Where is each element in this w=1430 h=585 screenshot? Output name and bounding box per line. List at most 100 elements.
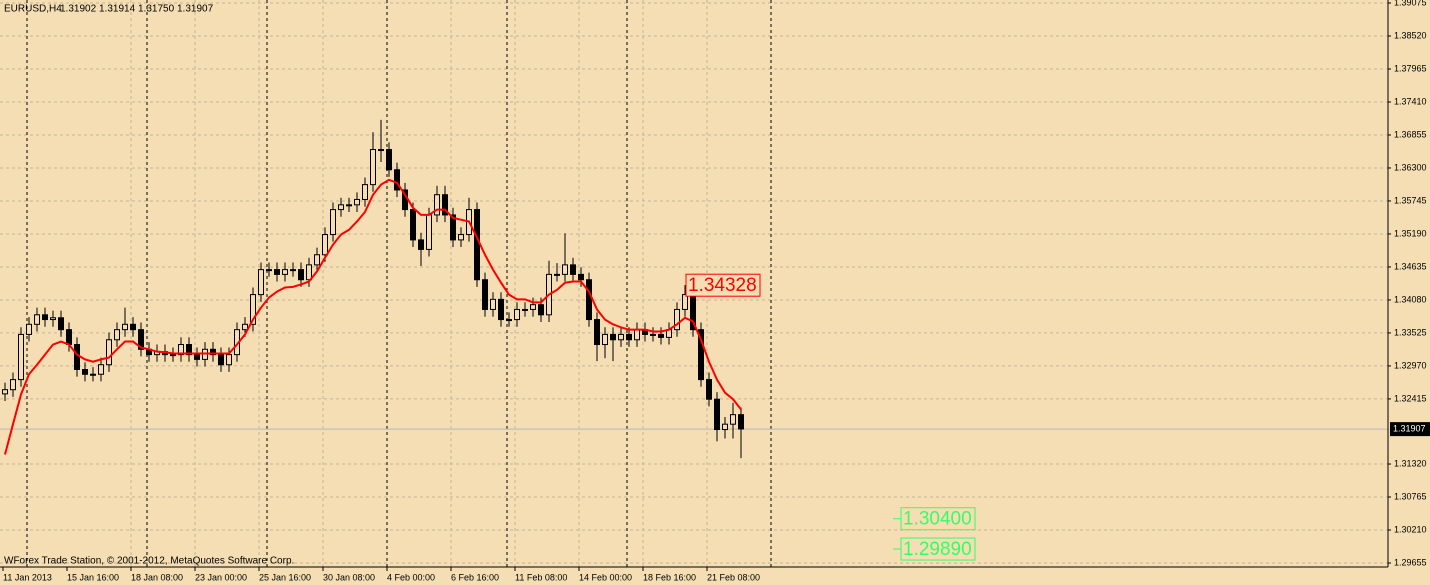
candle-body <box>610 333 616 341</box>
candle-body <box>674 308 680 331</box>
candle-body <box>74 344 80 370</box>
plot <box>2 119 744 459</box>
candle-body <box>706 379 712 400</box>
candle-body <box>482 279 488 310</box>
candle-body <box>314 254 320 266</box>
candle-body <box>66 329 72 346</box>
price-label: 1.29890 <box>903 539 972 560</box>
price-label-box <box>900 507 976 531</box>
y-tick-label: 1.36855 <box>1394 129 1427 139</box>
candle-body <box>274 269 280 275</box>
candle-body <box>626 333 632 341</box>
candle-body <box>290 269 296 272</box>
y-tick-label: 1.36300 <box>1394 162 1427 172</box>
candle-body <box>586 279 592 321</box>
x-tick-label: 18 Jan 08:00 <box>131 572 183 582</box>
y-tick-label: 1.32970 <box>1394 360 1427 370</box>
current-price-label: 1.31907 <box>1393 423 1426 433</box>
candle-body <box>434 194 440 216</box>
candle-body <box>698 329 704 381</box>
candle-body <box>618 333 624 341</box>
y-tick-label: 1.35190 <box>1394 228 1427 238</box>
candle-body <box>682 294 688 310</box>
y-tick-label: 1.30765 <box>1394 491 1427 501</box>
moving-average <box>4 178 742 455</box>
price-label: 1.30400 <box>903 509 972 530</box>
candle-body <box>650 333 656 336</box>
candle-body <box>250 294 256 325</box>
last-bar-value: 1.31907 <box>177 4 214 15</box>
y-tick-label: 1.37410 <box>1394 96 1427 106</box>
y-tick-label: 1.29655 <box>1394 557 1427 567</box>
candle-body <box>298 269 304 281</box>
candle-body <box>394 169 400 191</box>
candle-body <box>210 348 216 356</box>
current-price-box <box>1390 422 1430 437</box>
candle-body <box>722 423 728 431</box>
candle-body <box>490 298 496 310</box>
candle-body <box>658 333 664 338</box>
candle-body <box>450 214 456 241</box>
x-tick-label: 14 Feb 00:00 <box>579 572 632 582</box>
candle-body <box>714 398 720 431</box>
price-label-box <box>685 273 761 297</box>
candle-body <box>178 344 184 356</box>
candle-body <box>474 209 480 281</box>
y-tick-label: 1.38520 <box>1394 30 1427 40</box>
candle-body <box>442 194 448 216</box>
last-bar-value: 1.31902 <box>60 4 97 15</box>
candle-body <box>282 269 288 275</box>
candle-body <box>506 319 512 322</box>
candle-body <box>362 184 368 200</box>
candle-body <box>138 329 144 350</box>
candle-body <box>370 149 376 186</box>
candle-body <box>106 339 112 366</box>
last-bar-value: 1.31914 <box>99 4 136 15</box>
candle-body <box>514 308 520 321</box>
candle-body <box>266 269 272 272</box>
candle-body <box>418 239 424 250</box>
price-label: 1.34328 <box>688 275 757 296</box>
candle-body <box>554 273 560 276</box>
x-tick-label: 11 Jan 2013 <box>3 572 52 582</box>
y-tick-label: 1.33525 <box>1394 327 1427 337</box>
candle-body <box>354 198 360 206</box>
candle-body <box>346 204 352 207</box>
y-tick-label: 1.34080 <box>1394 294 1427 304</box>
candle-body <box>242 323 248 331</box>
candle-body <box>322 234 328 256</box>
candle-body <box>306 264 312 281</box>
price-label-box <box>900 537 976 561</box>
candle-body <box>578 273 584 281</box>
candle-body <box>34 314 40 325</box>
candle-body <box>594 319 600 346</box>
candle-body <box>602 333 608 346</box>
y-tick-label: 1.35745 <box>1394 195 1427 205</box>
candle-body <box>410 209 416 241</box>
footer: WForex Trade Station, © 2001-2012, MetaQ… <box>4 556 294 567</box>
y-tick-label: 1.32415 <box>1394 393 1427 403</box>
candle-body <box>50 317 56 321</box>
x-tick-label: 11 Feb 08:00 <box>515 572 567 582</box>
x-tick-label: 6 Feb 16:00 <box>451 572 499 582</box>
candle-body <box>18 333 24 381</box>
candle-body <box>378 149 384 152</box>
candle-body <box>498 298 504 321</box>
candle-body <box>570 264 576 275</box>
candle-body <box>522 308 528 311</box>
candle-body <box>186 344 192 356</box>
y-tick-label: 1.34635 <box>1394 261 1427 271</box>
x-tick-label: 23 Jan 00:00 <box>195 572 247 582</box>
candle-body <box>226 354 232 366</box>
candle-body <box>98 364 104 375</box>
candle-body <box>2 389 8 395</box>
y-tick-label: 1.31320 <box>1394 458 1427 468</box>
candle-body <box>386 149 392 171</box>
candle-body <box>562 264 568 275</box>
candle-body <box>218 354 224 366</box>
candle-body <box>634 329 640 341</box>
candle-body <box>26 323 32 335</box>
candle-body <box>458 234 464 241</box>
candle-body <box>42 314 48 321</box>
